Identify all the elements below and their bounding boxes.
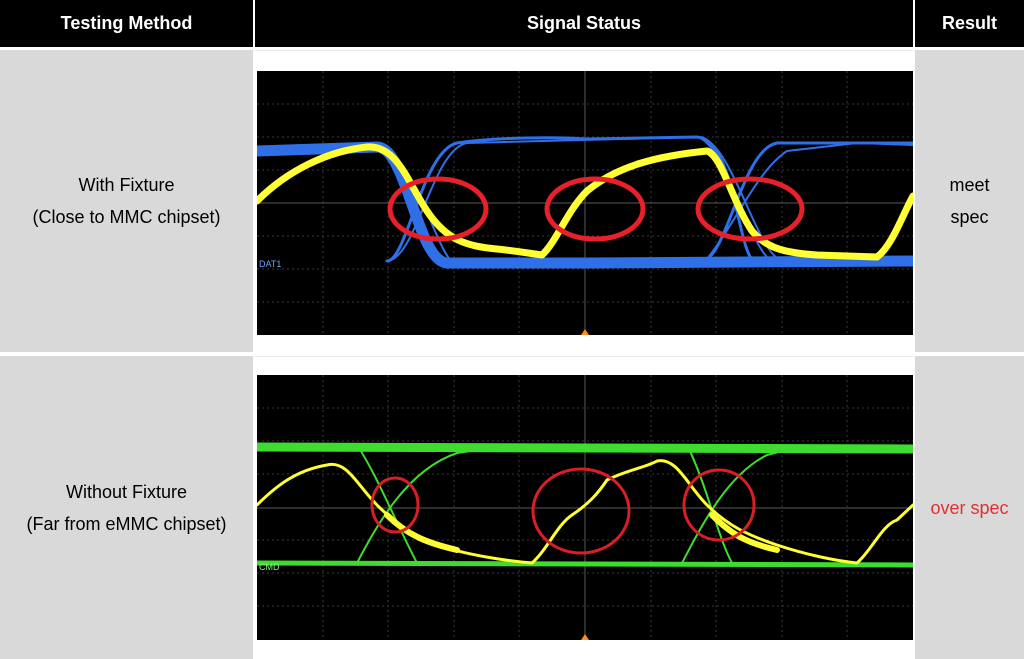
row1-signal-cell: DAT1 xyxy=(255,50,913,352)
header-testing-method-label: Testing Method xyxy=(60,13,193,33)
row1-eye-diagram: DAT1 xyxy=(257,71,913,335)
row2-oscilloscope-screen: CMD xyxy=(257,375,913,640)
row2-eye-diagram: CMD xyxy=(257,375,913,640)
header-result-label: Result xyxy=(941,13,997,33)
row2-signal-cell: CMD xyxy=(255,356,913,659)
row1-trigger-marker xyxy=(581,329,589,335)
header-signal-status: Signal Status xyxy=(255,0,913,47)
row1-oscilloscope-screen: DAT1 xyxy=(257,71,913,335)
row1-result-cell: meet spec xyxy=(915,50,1024,352)
row2-result-line1: over spec xyxy=(930,497,1009,518)
row1-channel-label: DAT1 xyxy=(259,259,281,269)
row2-method-line2: (Far from eMMC chipset) xyxy=(26,513,227,534)
row2-method-line1: Without Fixture xyxy=(65,481,188,502)
row2-method-cell: Without Fixture (Far from eMMC chipset) xyxy=(0,356,253,659)
row1-method-line2: (Close to MMC chipset) xyxy=(32,207,221,227)
row1-result-line2: spec xyxy=(950,207,989,227)
row2-result-cell: over spec xyxy=(915,356,1024,659)
header-testing-method: Testing Method xyxy=(0,0,253,47)
row1-method-cell: With Fixture (Close to MMC chipset) xyxy=(0,50,253,352)
header-result: Result xyxy=(915,0,1024,47)
row1-result-line1: meet xyxy=(949,175,990,195)
header-signal-status-label: Signal Status xyxy=(526,13,642,33)
row2-trigger-marker xyxy=(581,634,589,640)
row2-channel-label: CMD xyxy=(259,562,280,572)
row1-method-line1: With Fixture xyxy=(78,175,175,195)
